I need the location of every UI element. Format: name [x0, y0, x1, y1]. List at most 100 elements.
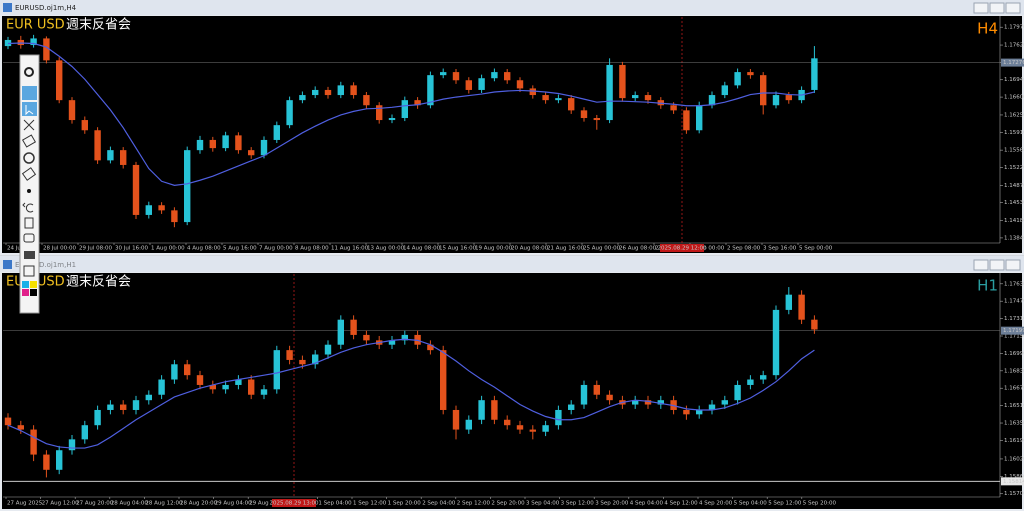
x-tick-label: 4 Sep 12:00: [664, 501, 698, 507]
candle-body: [632, 95, 639, 99]
candle-body: [145, 394, 152, 401]
circle-tool[interactable]: [23, 152, 35, 164]
x-tick-label: 4 Aug 08:00: [187, 246, 221, 252]
maximize-button[interactable]: [989, 259, 1005, 271]
x-tick-label: 4 Sep 04:00: [630, 501, 664, 507]
y-tick-label: 1.16600: [1004, 95, 1024, 101]
candle-body: [504, 419, 511, 426]
x-tick-label: 1 Aug 00:00: [151, 246, 185, 252]
x-tick-label: 5 Aug 16:00: [223, 246, 257, 252]
candle-body: [4, 417, 12, 426]
candle-body: [401, 334, 408, 341]
candle-body: [376, 105, 383, 121]
candle-body: [363, 334, 370, 341]
window-title: EURUSD.oj1m,H1: [15, 261, 76, 269]
maximize-button[interactable]: [989, 2, 1005, 14]
x-tick-label: 1 Sep 20:00: [388, 501, 422, 507]
list-tool[interactable]: [23, 265, 35, 277]
marker-label: 2025.08.29 12:00: [657, 246, 707, 252]
y-tick-label: 1.14180: [1004, 218, 1024, 224]
candle-body: [811, 58, 818, 90]
candle-body: [324, 344, 332, 355]
candle-body: [593, 384, 600, 395]
candle-body: [644, 95, 652, 101]
x-tick-label: 5 Sep 12:00: [768, 501, 802, 507]
close-button[interactable]: [1005, 259, 1021, 271]
minimize-button[interactable]: [973, 2, 989, 14]
y-tick-label: 1.16190: [1004, 438, 1024, 444]
dot-tool[interactable]: [27, 189, 31, 193]
cursor-tool[interactable]: [22, 102, 37, 116]
bid-label: 1.17199: [1003, 328, 1024, 334]
candle-body: [248, 379, 255, 395]
chart-background: [2, 273, 1022, 509]
candle-body: [56, 60, 63, 101]
y-tick-label: 1.17470: [1004, 299, 1024, 305]
candle-body: [235, 379, 242, 385]
window-controls: [973, 2, 1021, 14]
moving-average: [7, 338, 815, 449]
close-button[interactable]: [1005, 2, 1021, 14]
candle-body: [734, 72, 741, 86]
x-tick-label: 1 Sep 04:00: [318, 501, 352, 507]
candle-body: [542, 425, 549, 432]
undo-tool[interactable]: [22, 202, 34, 213]
trash-tool[interactable]: [24, 217, 34, 229]
candle-body: [196, 139, 204, 151]
candle-body: [56, 450, 63, 470]
color-cyan[interactable]: [22, 281, 29, 288]
candle-body: [68, 100, 76, 121]
color-black[interactable]: [30, 289, 37, 296]
candle-body: [350, 319, 357, 335]
candle-body: [350, 85, 357, 96]
candle-body: [363, 95, 370, 106]
candle-body: [324, 89, 332, 96]
candle-body: [30, 429, 37, 455]
hide-tool[interactable]: [23, 233, 35, 243]
candle-body: [209, 384, 216, 390]
eye-tool[interactable]: [22, 86, 37, 100]
x-tick-label: 21 Aug 16:00: [547, 246, 585, 252]
candle-body: [260, 139, 268, 156]
hline-label: 1.15814: [1003, 479, 1024, 485]
x-tick-label: 13 Aug 00:00: [367, 246, 405, 252]
rect-tool[interactable]: [21, 134, 37, 148]
eraser-tool[interactable]: [21, 167, 37, 181]
x-tick-label: 8 Aug 08:00: [295, 246, 329, 252]
screenshot-tool[interactable]: [24, 251, 35, 259]
trendline-tool[interactable]: [23, 119, 35, 131]
minimize-button[interactable]: [973, 259, 989, 271]
candle-body: [644, 400, 652, 405]
candle-body: [81, 425, 88, 440]
y-tick-label: 1.16990: [1004, 351, 1024, 357]
candle-body: [760, 75, 767, 106]
candle-body: [555, 409, 562, 426]
candle-body: [337, 319, 344, 345]
x-tick-label: 26 Aug 08:00: [619, 246, 657, 252]
candle-body: [708, 404, 716, 410]
window-controls: [973, 259, 1021, 271]
candle-body: [158, 379, 165, 395]
color-magenta[interactable]: [22, 289, 29, 296]
bid-label: 1.17276: [1003, 60, 1024, 66]
candle-body: [491, 400, 498, 420]
pen-tool[interactable]: [24, 67, 34, 77]
candle-body: [107, 150, 114, 161]
marker-label: 2025.08.29 13:00: [269, 501, 319, 507]
timeframe-label: H4: [977, 20, 998, 38]
candle-body: [388, 340, 396, 345]
candle-body: [171, 210, 178, 223]
candle-body: [568, 404, 575, 410]
candle-body: [120, 150, 127, 165]
y-tick-label: 1.16830: [1004, 368, 1024, 374]
candle-body: [606, 64, 613, 121]
x-tick-label: 28 Aug 20:00: [180, 501, 218, 507]
candle-body: [222, 135, 229, 149]
moving-average: [7, 42, 815, 186]
candle-body: [478, 400, 485, 420]
chart-panel: 1.179701.176201.172801.169401.166001.162…: [3, 16, 1024, 252]
candle-body: [785, 294, 792, 310]
candle-body: [388, 118, 396, 121]
x-tick-label: 1 Sep 00:00: [691, 246, 725, 252]
color-yellow[interactable]: [30, 281, 37, 288]
